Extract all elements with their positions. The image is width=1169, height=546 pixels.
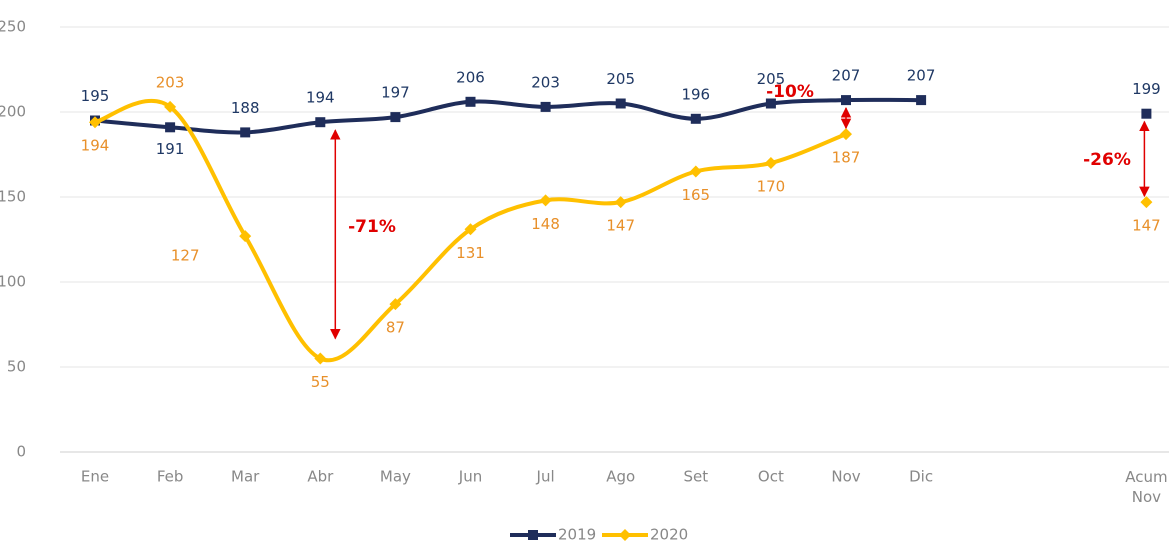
x-tick-label: Feb [157,468,184,486]
marker [539,194,552,207]
marker [464,223,477,236]
marker [165,122,176,133]
x-tick-label: May [380,468,411,486]
data-label: 188 [231,99,260,117]
marker [164,100,177,113]
data-label: 195 [81,87,110,105]
x-tick-label: Dic [909,468,933,486]
x-tick-label: Set [683,468,708,486]
series-line [94,97,922,135]
annotation: -71% [348,217,396,237]
y-tick-label: 100 [0,273,26,291]
marker [389,298,402,311]
x-tick-label: Jul [536,468,555,486]
marker [764,157,777,169]
y-tick-label: 50 [7,358,26,376]
data-label: 127 [171,247,200,265]
data-label: 165 [681,186,710,204]
x-tick-label: Jun [458,468,482,486]
marker [314,352,327,365]
marker [690,113,701,124]
annotation: -26% [1083,150,1131,170]
marker [315,117,326,128]
x-tick-label: Nov [831,468,860,486]
data-label: 203 [156,73,185,91]
data-label: 148 [531,215,560,233]
x-tick-label: Abr [307,468,334,486]
x-tick-label: Ene [81,468,109,486]
data-label: 206 [456,68,485,86]
marker [916,95,927,106]
x-tick-label-line: Nov [1132,488,1161,506]
marker [540,101,551,112]
data-label: 196 [681,85,710,103]
marker [615,98,626,109]
x-tick-label: Oct [758,468,784,486]
data-label: 147 [1132,217,1161,235]
data-label: 191 [156,140,185,158]
x-tick-label-line: Acum [1125,468,1167,486]
annotation: -10% [766,82,814,102]
marker [840,128,852,141]
marker [239,230,252,243]
data-label: 207 [832,67,861,85]
data-label: 131 [456,244,485,262]
data-label: 194 [81,137,110,155]
y-tick-label: 200 [0,103,26,121]
marker [390,112,401,123]
y-tick-label: 250 [0,18,26,36]
legend-label: 2020 [650,526,688,543]
data-label: 55 [311,373,330,391]
marker [465,96,476,107]
marker [765,98,776,109]
legend-label: 2019 [558,526,596,543]
data-label: 194 [306,89,335,107]
data-label: 197 [381,84,410,102]
marker [689,165,702,178]
data-label: 87 [386,319,405,337]
marker [240,127,251,138]
y-tick-label: 150 [0,188,26,206]
marker [841,95,851,106]
marker [1141,108,1152,119]
marker [89,116,101,129]
data-label: 203 [531,73,560,91]
data-label: 205 [757,70,786,88]
data-label: 187 [832,149,861,167]
marker [614,196,627,209]
legend-marker [528,530,538,540]
legend-marker [619,529,631,541]
marker [1140,196,1153,209]
data-label: 207 [907,67,936,85]
x-tick-label: Ago [606,468,635,486]
data-label: 170 [757,178,786,196]
data-label: 147 [606,217,635,235]
data-label: 205 [606,70,635,88]
data-label: 199 [1132,80,1161,98]
x-tick-label: Mar [231,468,260,486]
y-tick-label: 0 [16,443,26,461]
x-tick-label: Acum Nov [1125,468,1167,506]
